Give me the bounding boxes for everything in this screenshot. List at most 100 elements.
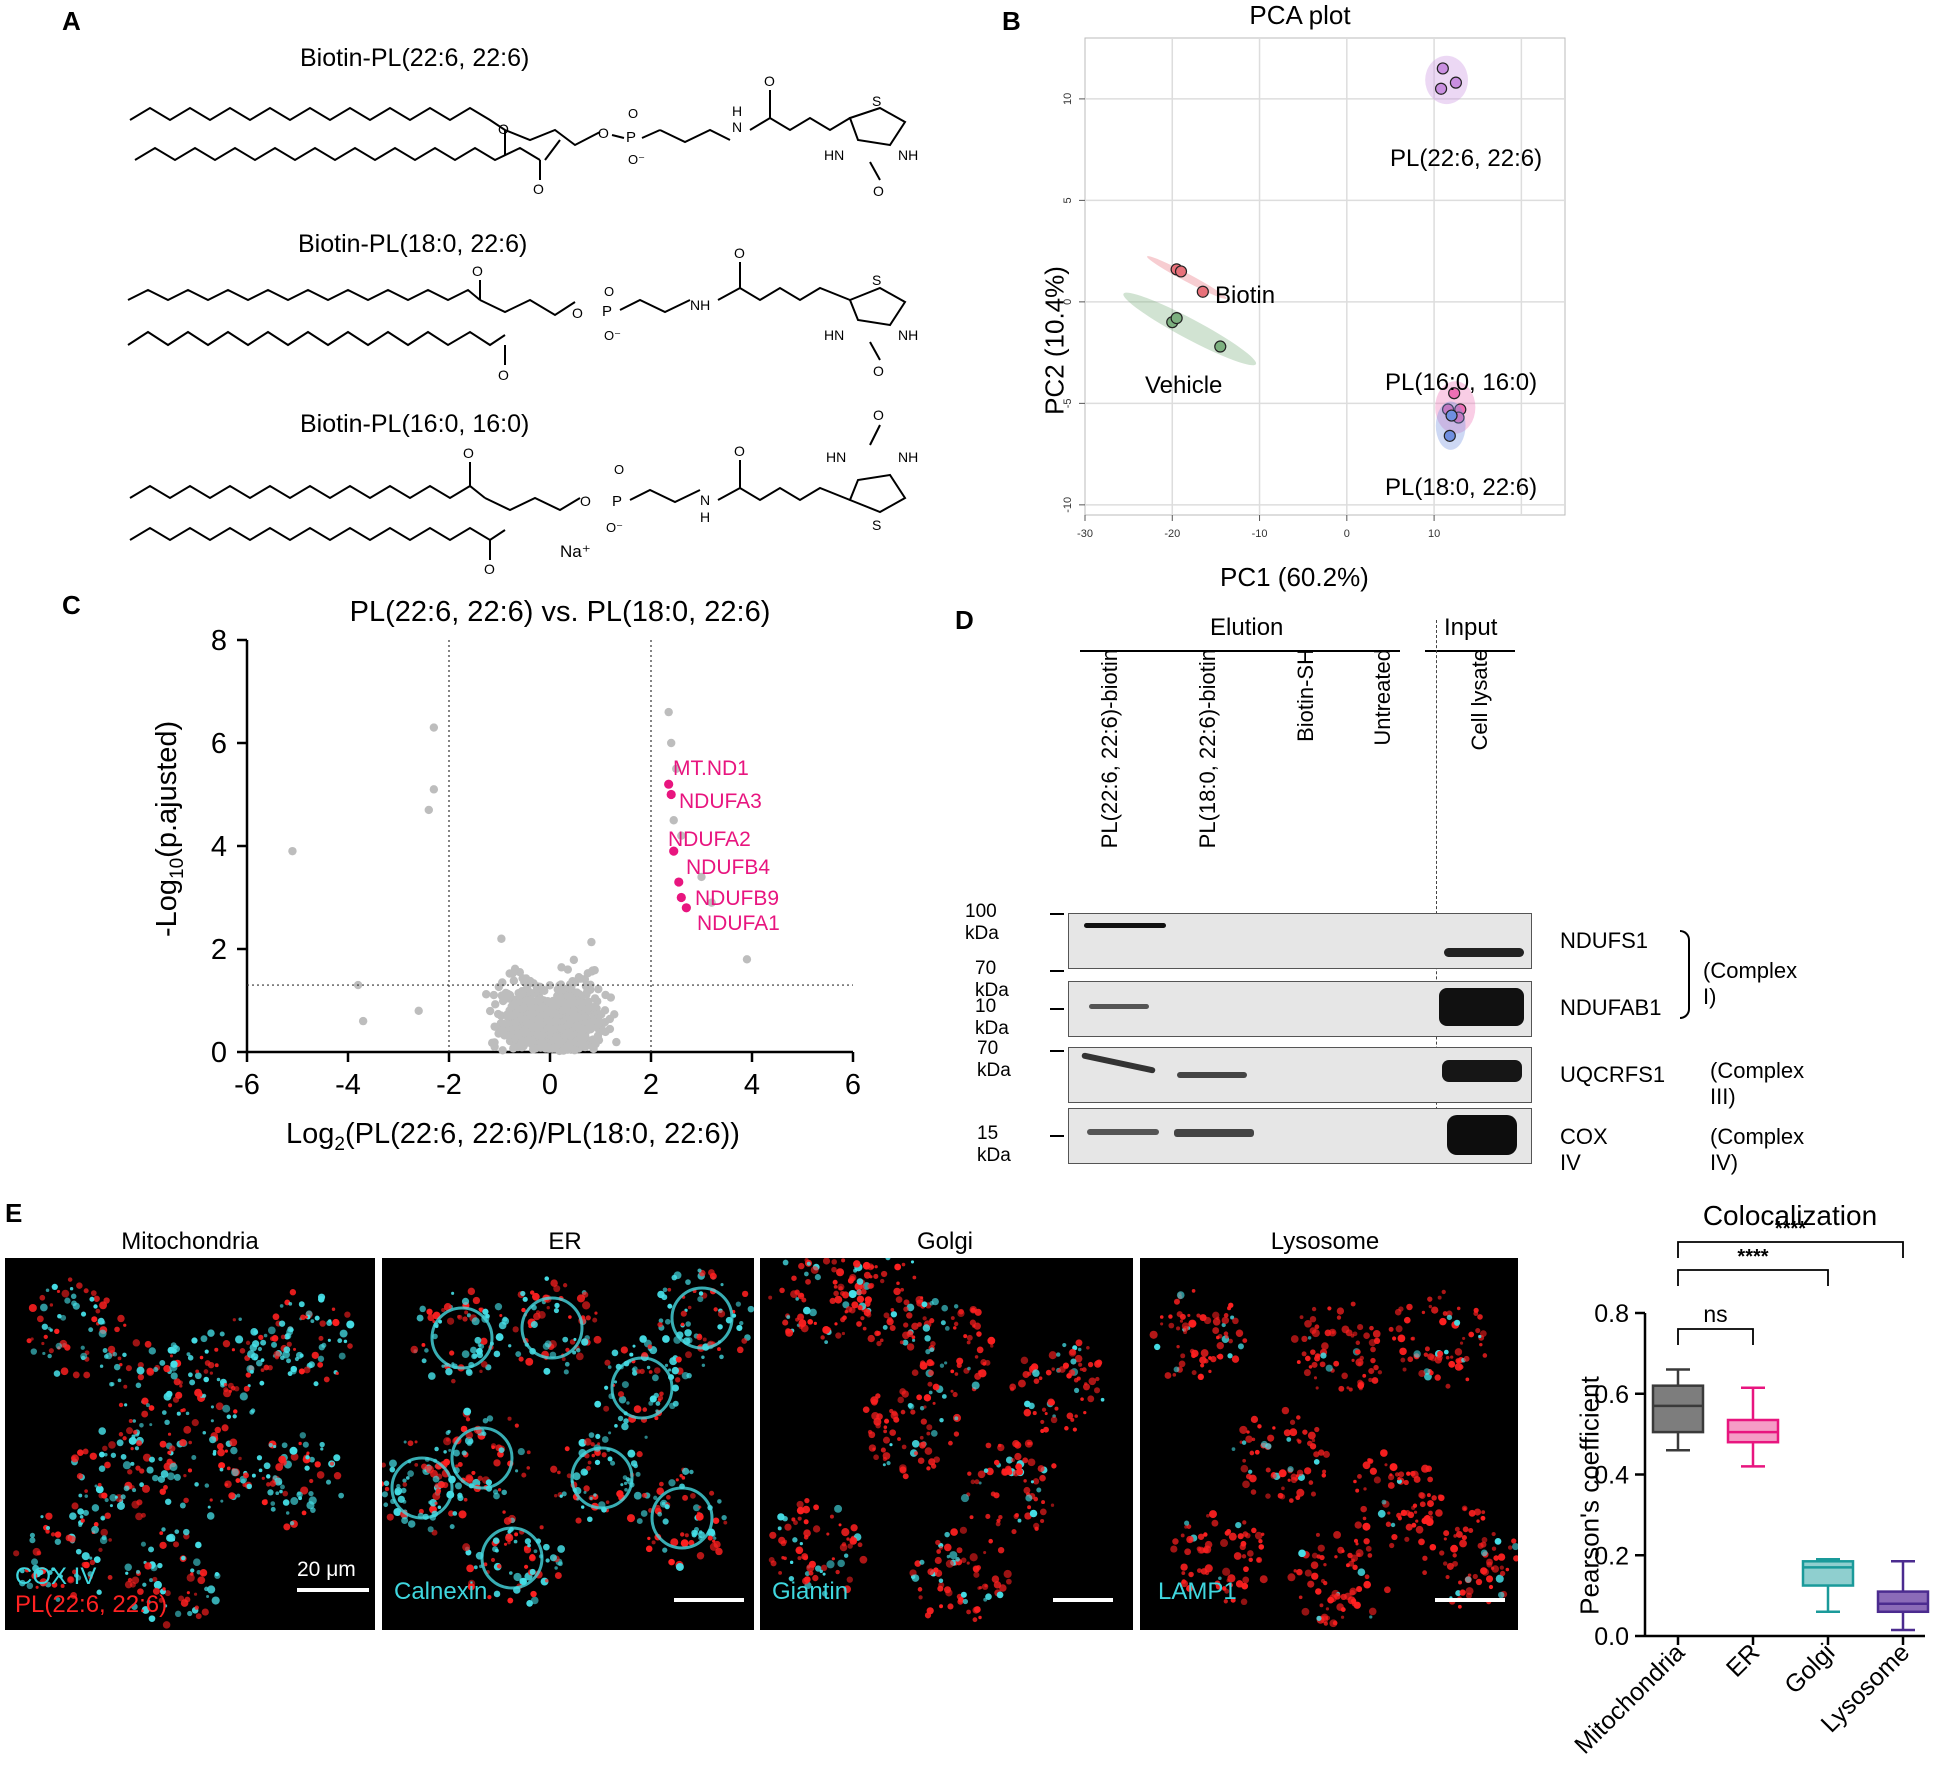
volcano-point bbox=[532, 1034, 542, 1044]
volcano-point bbox=[534, 1015, 543, 1025]
volcano-point bbox=[532, 1035, 542, 1044]
microscopy-speckle bbox=[913, 1451, 919, 1456]
microscopy-speckle bbox=[620, 1483, 624, 1487]
volcano-point bbox=[584, 997, 593, 1006]
microscopy-signal bbox=[768, 1258, 1105, 1623]
microscopy-speckle bbox=[883, 1312, 890, 1319]
volcano-point bbox=[537, 1031, 547, 1041]
volcano-point bbox=[490, 1038, 499, 1047]
volcano-point bbox=[574, 1044, 584, 1053]
volcano-point bbox=[586, 1036, 595, 1045]
volcano-point bbox=[547, 1022, 557, 1032]
microscopy-speckle bbox=[1388, 1326, 1394, 1332]
microscopy-speckle bbox=[1050, 1503, 1055, 1507]
microscopy-speckle bbox=[1186, 1535, 1194, 1544]
microscopy-speckle bbox=[1454, 1319, 1461, 1326]
microscopy-speckle bbox=[309, 1456, 315, 1463]
volcano-point bbox=[515, 998, 524, 1007]
volcano-point bbox=[505, 1017, 515, 1026]
microscopy-speckle bbox=[1465, 1576, 1472, 1583]
microscopy-speckle bbox=[1041, 1407, 1047, 1412]
volcano-point bbox=[515, 1005, 524, 1015]
microscopy-speckle bbox=[529, 1568, 536, 1575]
microscopy-speckle bbox=[430, 1306, 494, 1370]
volcano-point bbox=[543, 996, 552, 1006]
volcano-point bbox=[543, 1005, 552, 1014]
volcano-point bbox=[582, 988, 592, 997]
volcano-point bbox=[546, 1011, 555, 1021]
volcano-point bbox=[510, 1017, 519, 1027]
microscopy-speckle bbox=[713, 1536, 717, 1540]
microscopy-speckle bbox=[594, 1400, 602, 1408]
volcano-point bbox=[567, 1005, 576, 1014]
volcano-point bbox=[501, 1028, 510, 1038]
microscopy-speckle bbox=[95, 1308, 101, 1314]
microscopy-speckle bbox=[778, 1571, 783, 1575]
microscopy-speckle bbox=[220, 1499, 224, 1503]
microscopy-speckle bbox=[228, 1389, 233, 1393]
microscopy-speckle bbox=[149, 1578, 154, 1583]
microscopy-speckle bbox=[1412, 1503, 1418, 1508]
volcano-point bbox=[487, 1038, 497, 1048]
microscopy-speckle bbox=[258, 1334, 264, 1341]
microscopy-speckle bbox=[338, 1492, 345, 1499]
microscopy-speckle bbox=[1296, 1438, 1300, 1442]
microscopy-speckle bbox=[347, 1343, 353, 1349]
microscopy-speckle bbox=[575, 1347, 581, 1353]
microscopy-speckle bbox=[320, 1447, 324, 1451]
volcano-point bbox=[511, 1019, 520, 1028]
microscopy-speckle bbox=[791, 1275, 797, 1281]
microscopy-speckle bbox=[1350, 1554, 1359, 1562]
microscopy-speckle bbox=[841, 1542, 847, 1547]
microscopy-speckle bbox=[1296, 1360, 1301, 1365]
microscopy-speckle bbox=[967, 1471, 972, 1476]
volcano-point bbox=[518, 1022, 527, 1031]
microscopy-speckle bbox=[1149, 1330, 1158, 1339]
microscopy-speckle bbox=[461, 1297, 470, 1306]
volcano-point bbox=[523, 996, 533, 1005]
band bbox=[1444, 948, 1524, 957]
volcano-point bbox=[556, 1013, 566, 1022]
microscopy-speckle bbox=[41, 1323, 48, 1330]
microscopy-speckle bbox=[1329, 1619, 1338, 1628]
volcano-point bbox=[542, 1025, 552, 1035]
microscopy-speckle bbox=[1370, 1346, 1376, 1353]
microscopy-speckle bbox=[203, 1369, 209, 1374]
volcano-highlight-point bbox=[669, 846, 679, 856]
microscopy-speckle bbox=[174, 1529, 180, 1534]
microscopy-speckle bbox=[490, 1443, 497, 1449]
microscopy-speckle bbox=[629, 1352, 634, 1357]
volcano-point bbox=[523, 1019, 532, 1028]
volcano-point bbox=[553, 1003, 562, 1012]
microscopy-speckle bbox=[317, 1293, 326, 1301]
microscopy-speckle bbox=[1362, 1461, 1371, 1470]
microscopy-speckle bbox=[1074, 1387, 1080, 1393]
microscopy-speckle bbox=[1399, 1347, 1407, 1356]
microscopy-speckle bbox=[283, 1346, 291, 1354]
volcano-point bbox=[581, 1026, 590, 1036]
volcano-point bbox=[561, 1015, 571, 1025]
microscopy-speckle bbox=[1249, 1450, 1255, 1456]
volcano-point bbox=[554, 1032, 564, 1041]
microscopy-speckle bbox=[130, 1461, 135, 1466]
volcano-point bbox=[527, 1015, 537, 1025]
microscopy-speckle bbox=[689, 1469, 694, 1475]
volcano-point bbox=[555, 1046, 564, 1056]
volcano-point bbox=[565, 1036, 574, 1045]
volcano-point bbox=[557, 1028, 567, 1037]
volcano-point bbox=[533, 1004, 542, 1014]
microscopy-speckle bbox=[176, 1411, 181, 1416]
volcano-point bbox=[569, 1030, 579, 1040]
volcano-point bbox=[540, 1027, 549, 1037]
microscopy-speckle bbox=[464, 1310, 469, 1315]
microscopy-speckle bbox=[849, 1537, 858, 1545]
volcano-point bbox=[501, 1024, 510, 1033]
volcano-point bbox=[511, 999, 520, 1008]
microscopy-speckle bbox=[188, 1372, 193, 1378]
microscopy-speckle bbox=[263, 1499, 268, 1503]
microscopy-speckle bbox=[1023, 1479, 1027, 1483]
microscopy-speckle bbox=[675, 1356, 682, 1363]
volcano-point bbox=[570, 1032, 579, 1041]
microscopy-speckle bbox=[1180, 1353, 1186, 1359]
microscopy-speckle bbox=[232, 1318, 236, 1322]
